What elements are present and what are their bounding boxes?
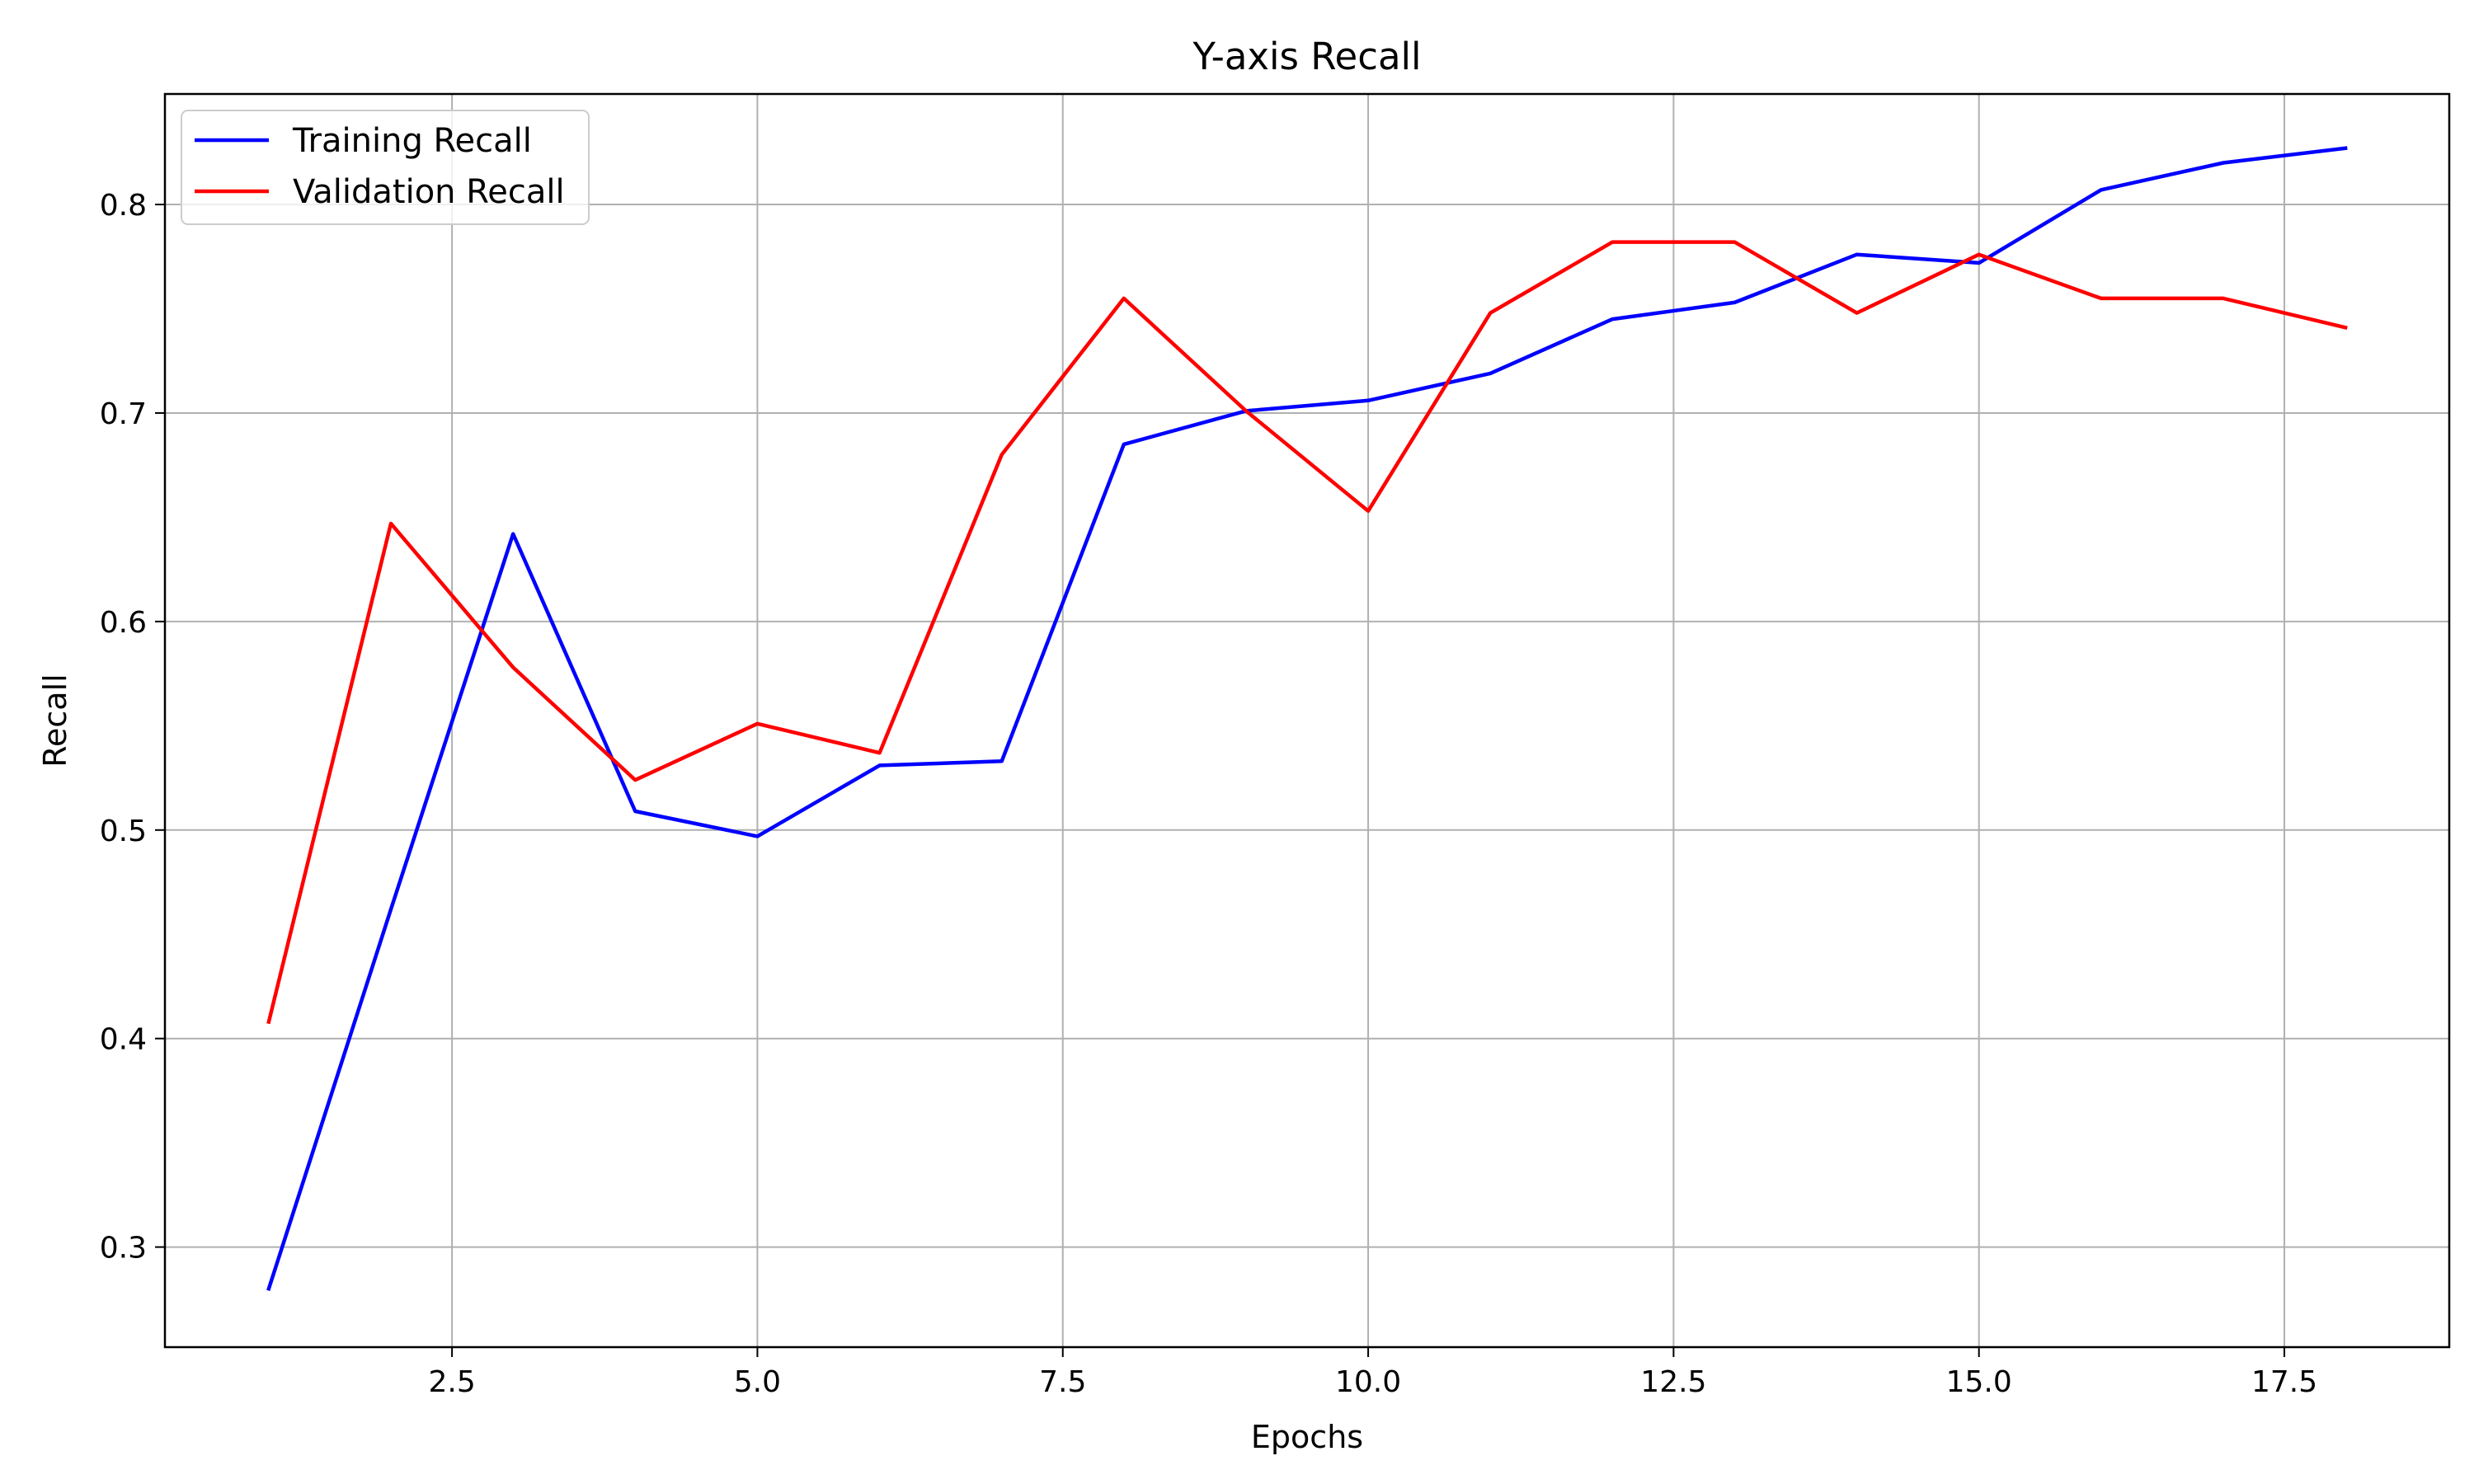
- series-line-validation-recall: [266, 240, 2348, 1025]
- legend-label-validation: Validation Recall: [293, 173, 565, 211]
- x-tick-label: 2.5: [428, 1365, 475, 1399]
- y-tick-label: 0.3: [100, 1232, 147, 1266]
- y-tick-label: 0.5: [100, 815, 147, 848]
- series-line-training-recall: [266, 146, 2348, 1292]
- x-tick-label: 10.0: [1335, 1365, 1401, 1399]
- chart-title: Y-axis Recall: [1192, 35, 1421, 78]
- y-axis-label: Recall: [37, 674, 73, 767]
- x-tick-label: 12.5: [1640, 1365, 1706, 1399]
- legend-box: [181, 110, 590, 225]
- y-tick-label: 0.8: [100, 189, 147, 223]
- legend: Training Recall Validation Recall: [181, 110, 590, 225]
- y-tick-label: 0.7: [100, 397, 147, 431]
- plot-frame: [163, 92, 2451, 1349]
- axis-ticks: 2.5 5.0 7.5 10.0 12.5 15.0 17.5 0.3 0.4 0.5 0.6 0.7…: [100, 189, 2317, 1399]
- x-tick-label: 7.5: [1039, 1365, 1086, 1399]
- x-tick-label: 15.0: [1946, 1365, 2012, 1399]
- legend-label-training: Training Recall: [292, 122, 532, 160]
- y-tick-label: 0.4: [100, 1023, 147, 1057]
- grid-lines: [165, 94, 2449, 1347]
- x-tick-label: 17.5: [2251, 1365, 2317, 1399]
- series-lines: [266, 146, 2348, 1292]
- x-axis-label: Epochs: [1251, 1419, 1363, 1455]
- y-tick-label: 0.6: [100, 606, 147, 640]
- x-tick-label: 5.0: [734, 1365, 781, 1399]
